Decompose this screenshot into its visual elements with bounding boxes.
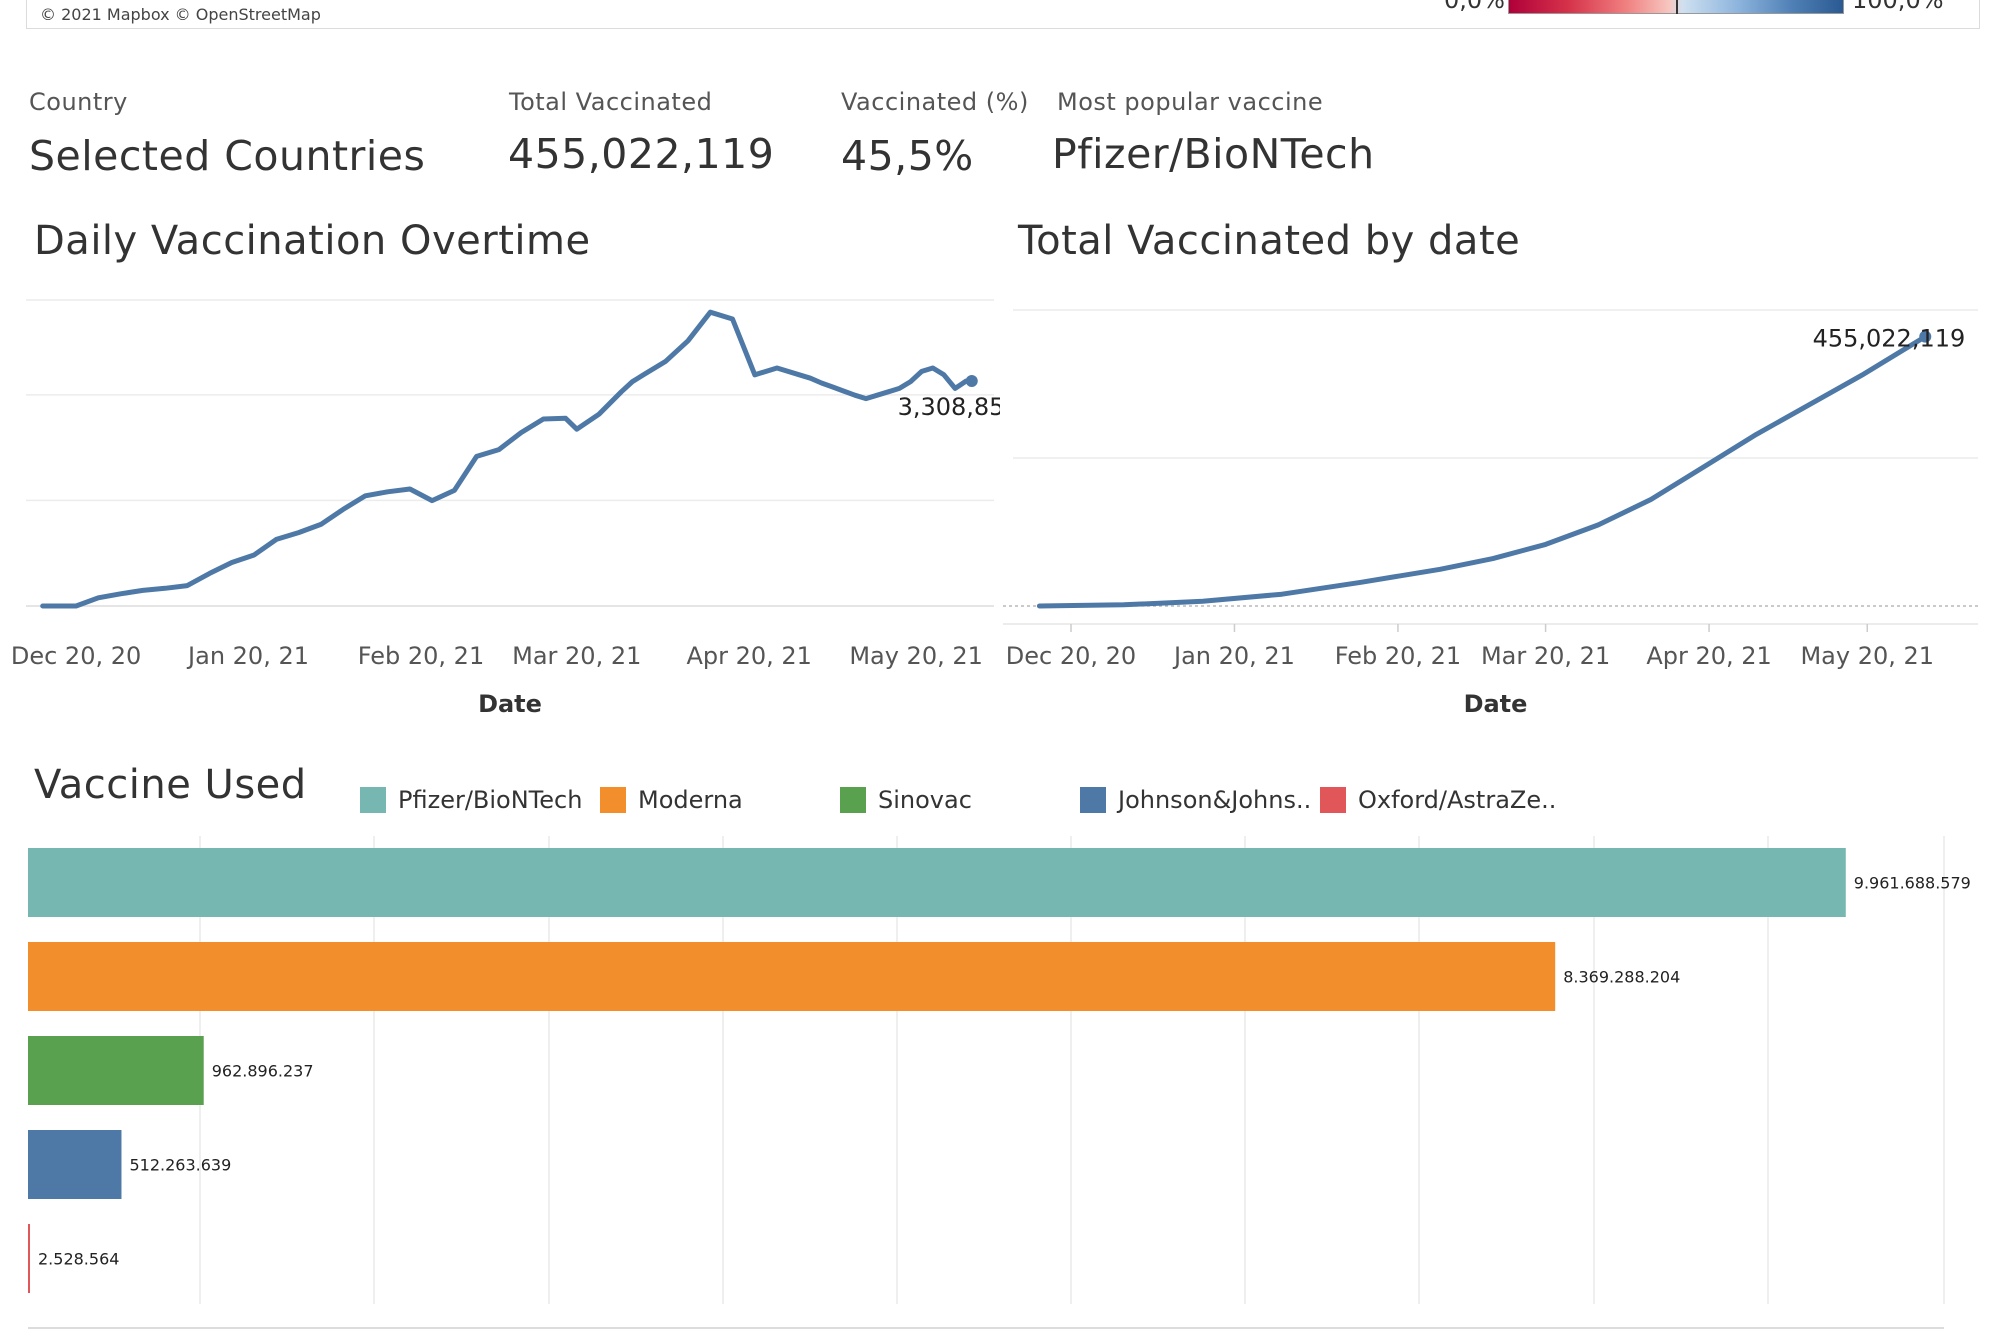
x-tick-label: Feb 20, 21 (1335, 642, 1461, 670)
end-point-marker (1919, 330, 1932, 343)
map-legend-marker (1676, 0, 1678, 14)
legend-swatch-sinovac (840, 787, 866, 813)
bar-value-label: 2.528.564 (38, 1250, 119, 1269)
bar-value-label: 9.961.688.579 (1854, 874, 1971, 893)
bar (28, 1036, 204, 1105)
end-value-label: 455,022,119 (1813, 325, 1966, 353)
map-legend-max: 100,0% (1852, 0, 1944, 14)
bar-value-label: 8.369.288.204 (1563, 968, 1680, 987)
legend-item-oxford[interactable]: Oxford/AstraZe.. (1320, 786, 1556, 814)
kpi-country-label: Country (29, 88, 128, 116)
bar-value-label: 962.896.237 (212, 1062, 314, 1081)
vaccine-chart-title: Vaccine Used (34, 762, 307, 808)
x-tick-label: May 20, 21 (1800, 642, 1934, 670)
map-legend-min: 0,0% (1444, 0, 1505, 14)
x-tick-label: Mar 20, 21 (1481, 642, 1610, 670)
bar (28, 1224, 30, 1293)
map-attribution[interactable]: © 2021 Mapbox © OpenStreetMap (34, 4, 327, 25)
kpi-popular-vaccine-label: Most popular vaccine (1057, 88, 1324, 116)
x-tick-label: Apr 20, 21 (686, 642, 811, 670)
x-tick-label: Dec 20, 20 (11, 642, 141, 670)
series-line (40, 309, 975, 609)
legend-swatch-jnj (1080, 787, 1106, 813)
end-point-marker (965, 374, 978, 387)
kpi-popular-vaccine-value: Pfizer/BioNTech (1052, 130, 1375, 178)
x-axis-title: Date (478, 690, 542, 718)
bar-value-label: 512.263.639 (129, 1156, 231, 1175)
kpi-vaccinated-pct-label: Vaccinated (%) (841, 88, 1029, 116)
legend-item-moderna[interactable]: Moderna (600, 786, 743, 814)
legend-label-pfizer: Pfizer/BioNTech (398, 786, 583, 814)
total-chart-title: Total Vaccinated by date (1018, 218, 1521, 264)
x-tick-label: Feb 20, 21 (358, 642, 484, 670)
bar (28, 942, 1556, 1011)
end-value-label: 3,308,859 (898, 393, 1000, 421)
x-tick-label: May 20, 21 (849, 642, 983, 670)
x-tick-label: Dec 20, 20 (1006, 642, 1136, 670)
legend-item-sinovac[interactable]: Sinovac (840, 786, 972, 814)
kpi-total-vaccinated-value: 455,022,119 (508, 130, 775, 178)
daily-chart-title: Daily Vaccination Overtime (34, 218, 591, 264)
x-tick-label: Jan 20, 21 (186, 642, 309, 670)
total-vaccinated-chart[interactable]: 455,022,119 Dec 20, 20 Jan 20, 21 Feb 20, 2… (1000, 280, 1996, 730)
legend-item-jnj[interactable]: Johnson&Johns.. (1080, 786, 1311, 814)
x-tick-label: Jan 20, 21 (1172, 642, 1295, 670)
legend-label-oxford: Oxford/AstraZe.. (1358, 786, 1557, 814)
legend-label-sinovac: Sinovac (878, 786, 972, 814)
kpi-country-value: Selected Countries (29, 132, 426, 180)
legend-label-moderna: Moderna (638, 786, 743, 814)
legend-swatch-pfizer (360, 787, 386, 813)
vaccine-used-bar-chart[interactable]: 9.961.688.579 8.369.288.204 962.896.237 512… (0, 830, 1996, 1332)
bar (28, 848, 1846, 917)
series-line (1036, 334, 1928, 609)
legend-item-pfizer[interactable]: Pfizer/BioNTech (360, 786, 582, 814)
legend-swatch-oxford (1320, 787, 1346, 813)
daily-vaccination-chart[interactable]: 3,308,859 Dec 20, 20 Jan 20, 21 Feb 20, 21 M… (0, 280, 1000, 730)
legend-swatch-moderna (600, 787, 626, 813)
bar (28, 1130, 122, 1199)
kpi-vaccinated-pct-value: 45,5% (841, 132, 974, 180)
x-tick-label: Mar 20, 21 (512, 642, 641, 670)
legend-label-jnj: Johnson&Johns.. (1118, 786, 1312, 814)
kpi-total-vaccinated-label: Total Vaccinated (509, 88, 713, 116)
x-axis-title: Date (1464, 690, 1528, 718)
x-tick-label: Apr 20, 21 (1646, 642, 1771, 670)
